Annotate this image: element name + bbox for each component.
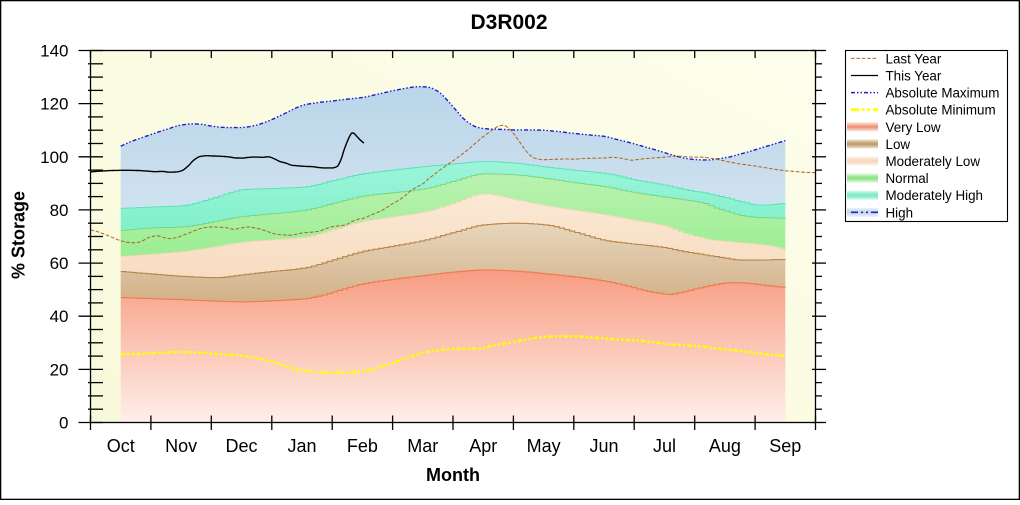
svg-text:This Year: This Year bbox=[886, 69, 942, 84]
svg-text:80: 80 bbox=[50, 201, 69, 220]
svg-text:Mar: Mar bbox=[407, 436, 438, 456]
svg-text:Low: Low bbox=[886, 137, 911, 152]
svg-text:Dec: Dec bbox=[225, 436, 257, 456]
svg-text:Very Low: Very Low bbox=[886, 120, 941, 135]
svg-text:60: 60 bbox=[50, 254, 69, 273]
svg-text:Normal: Normal bbox=[886, 171, 929, 186]
svg-text:100: 100 bbox=[40, 148, 68, 167]
svg-text:Feb: Feb bbox=[347, 436, 378, 456]
svg-text:May: May bbox=[527, 436, 561, 456]
svg-text:140: 140 bbox=[40, 42, 68, 61]
svg-text:40: 40 bbox=[50, 307, 69, 326]
svg-text:120: 120 bbox=[40, 95, 68, 114]
svg-text:Moderately High: Moderately High bbox=[886, 188, 984, 203]
svg-text:Moderately Low: Moderately Low bbox=[886, 154, 981, 169]
svg-text:Jul: Jul bbox=[653, 436, 676, 456]
svg-text:% Storage: % Storage bbox=[9, 191, 29, 279]
svg-text:0: 0 bbox=[59, 414, 68, 433]
svg-text:Sep: Sep bbox=[769, 436, 801, 456]
svg-text:Aug: Aug bbox=[709, 436, 741, 456]
svg-text:Month: Month bbox=[426, 465, 480, 485]
svg-text:Last Year: Last Year bbox=[886, 51, 942, 66]
svg-text:Oct: Oct bbox=[107, 436, 135, 456]
svg-text:Jan: Jan bbox=[287, 436, 316, 456]
svg-text:20: 20 bbox=[50, 360, 69, 379]
svg-text:D3R002: D3R002 bbox=[470, 11, 547, 34]
svg-text:Absolute Minimum: Absolute Minimum bbox=[886, 103, 996, 118]
svg-text:Nov: Nov bbox=[165, 436, 197, 456]
svg-text:Absolute Maximum: Absolute Maximum bbox=[886, 86, 1000, 101]
svg-text:Jun: Jun bbox=[589, 436, 618, 456]
svg-text:High: High bbox=[886, 205, 914, 220]
svg-text:Apr: Apr bbox=[469, 436, 497, 456]
